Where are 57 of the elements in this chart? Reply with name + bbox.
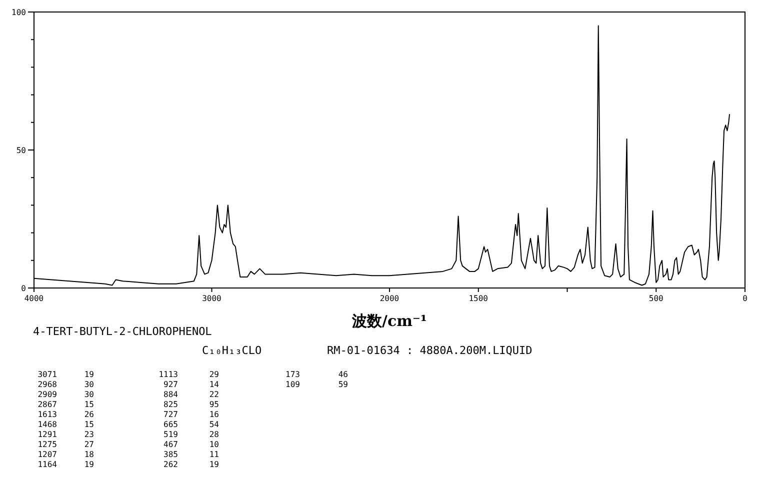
text: 825 (164, 400, 178, 409)
text: 14 (209, 380, 220, 389)
text: 173 (286, 370, 300, 379)
x-tick-label: 1500 (468, 294, 488, 303)
text: 18 (84, 450, 94, 459)
text: 262 (164, 460, 178, 469)
text: 1613 (38, 410, 58, 419)
text: 15 (84, 420, 94, 429)
text: RM-01-01634 : 4880A.200M.LIQUID (327, 344, 532, 357)
text: 467 (164, 440, 178, 449)
text: 19 (84, 460, 94, 469)
x-tick-label: 0 (742, 294, 748, 303)
text: 2909 (38, 390, 58, 399)
x-tick-label: 3000 (202, 294, 222, 303)
y-tick-label: 50 (16, 146, 26, 155)
text: 385 (164, 450, 178, 459)
text: 519 (164, 430, 178, 439)
text: 927 (164, 380, 178, 389)
text: 1113 (158, 370, 178, 379)
text: 30 (84, 380, 94, 389)
text: 11 (209, 450, 220, 459)
text: 23 (84, 430, 94, 439)
text: 1468 (38, 420, 58, 429)
y-tick-label: 100 (12, 8, 26, 17)
text: 19 (84, 370, 94, 379)
text: 109 (286, 380, 300, 389)
x-tick-label: 500 (648, 294, 664, 303)
text: 727 (164, 410, 178, 419)
text: 46 (338, 370, 348, 379)
text: 4-TERT-BUTYL-2-CHLOROPHENOL (33, 325, 212, 338)
text: 19 (209, 460, 220, 469)
text: 27 (84, 440, 94, 449)
text: 1164 (38, 460, 58, 469)
text: 1275 (38, 440, 58, 449)
text: 2968 (38, 380, 58, 389)
text: 1291 (38, 430, 58, 439)
text: 22 (209, 390, 220, 399)
x-axis-title: 波数/cm⁻¹ (351, 312, 427, 330)
text: C₁₀H₁₃CLO (202, 344, 262, 357)
text: 16 (209, 410, 220, 419)
y-tick-label: 0 (21, 284, 26, 293)
text: 29 (209, 370, 220, 379)
text: 28 (209, 430, 220, 439)
text: 884 (164, 390, 178, 399)
text: 1207 (38, 450, 58, 459)
text: 15 (84, 400, 94, 409)
text: 665 (164, 420, 178, 429)
text: 3071 (38, 370, 58, 379)
text: 10 (209, 440, 220, 449)
text: 30 (84, 390, 94, 399)
text: 59 (338, 380, 348, 389)
text: 54 (209, 420, 220, 429)
x-tick-label: 4000 (24, 294, 44, 303)
text: 2867 (38, 400, 58, 409)
text: 26 (84, 410, 94, 419)
x-tick-label: 2000 (380, 294, 400, 303)
text: 95 (209, 400, 220, 409)
